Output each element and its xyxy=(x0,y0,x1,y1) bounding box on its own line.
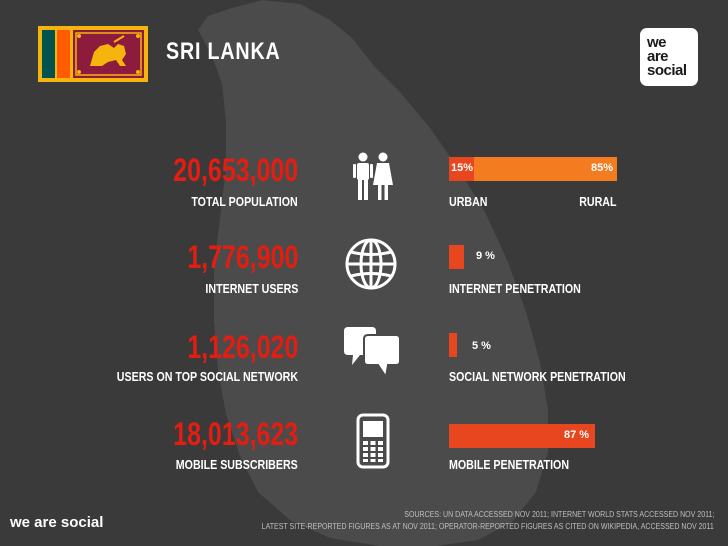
internet-penetration-label: INTERNET PENETRATION xyxy=(449,281,581,296)
rural-percent: 85% xyxy=(590,162,613,174)
internet-users-label: INTERNET USERS xyxy=(205,281,298,296)
urban-segment xyxy=(449,157,474,181)
rural-segment xyxy=(474,157,617,181)
brand-logo-line: we xyxy=(647,34,667,51)
mobile-penetration-label: MOBILE PENETRATION xyxy=(449,457,570,472)
page-title: SRI LANKA xyxy=(166,38,281,65)
people-icon xyxy=(353,152,393,200)
social-penetration-label: SOCIAL NETWORK PENETRATION xyxy=(449,369,626,384)
brand-logo: we are social xyxy=(640,28,698,86)
footer-brand: we are social xyxy=(10,514,104,531)
globe-icon xyxy=(345,238,397,290)
social-penetration-percent: 5 % xyxy=(472,340,491,352)
total-population-value: 20,653,000 xyxy=(173,152,298,188)
speech-bubbles-icon xyxy=(344,327,401,380)
internet-penetration-percent: 9 % xyxy=(476,250,495,262)
internet-users-value: 1,776,900 xyxy=(186,239,298,275)
social-penetration-bar xyxy=(449,333,617,357)
mobile-penetration-bar: 87 % xyxy=(449,424,617,448)
social-network-users-label: USERS ON TOP SOCIAL NETWORK xyxy=(116,369,298,384)
sri-lanka-flag-icon xyxy=(38,26,148,82)
urban-label: URBAN xyxy=(449,194,488,209)
rural-label: RURAL xyxy=(578,194,616,209)
sources-line-2: LATEST SITE-REPORTED FIGURES AS AT NOV 2… xyxy=(261,522,714,531)
urban-percent: 15% xyxy=(451,162,474,174)
internet-penetration-fill xyxy=(449,245,464,269)
internet-penetration-bar xyxy=(449,245,617,269)
social-penetration-fill xyxy=(449,333,457,357)
social-network-users-value: 1,126,020 xyxy=(186,329,298,365)
mobile-penetration-percent: 87 % xyxy=(564,429,590,441)
mobile-phone-icon xyxy=(356,413,390,469)
total-population-label: TOTAL POPULATION xyxy=(191,194,298,209)
mobile-subscribers-label: MOBILE SUBSCRIBERS xyxy=(175,457,298,472)
brand-logo-line: social xyxy=(647,62,687,79)
sources-line-1: SOURCES: UN DATA ACCESSED NOV 2011; INTE… xyxy=(403,510,714,519)
brand-logo-line: are xyxy=(647,48,669,65)
urban-rural-bar: 15% 85% xyxy=(449,157,617,181)
mobile-penetration-fill xyxy=(449,424,595,448)
mobile-subscribers-value: 18,013,623 xyxy=(173,416,298,452)
